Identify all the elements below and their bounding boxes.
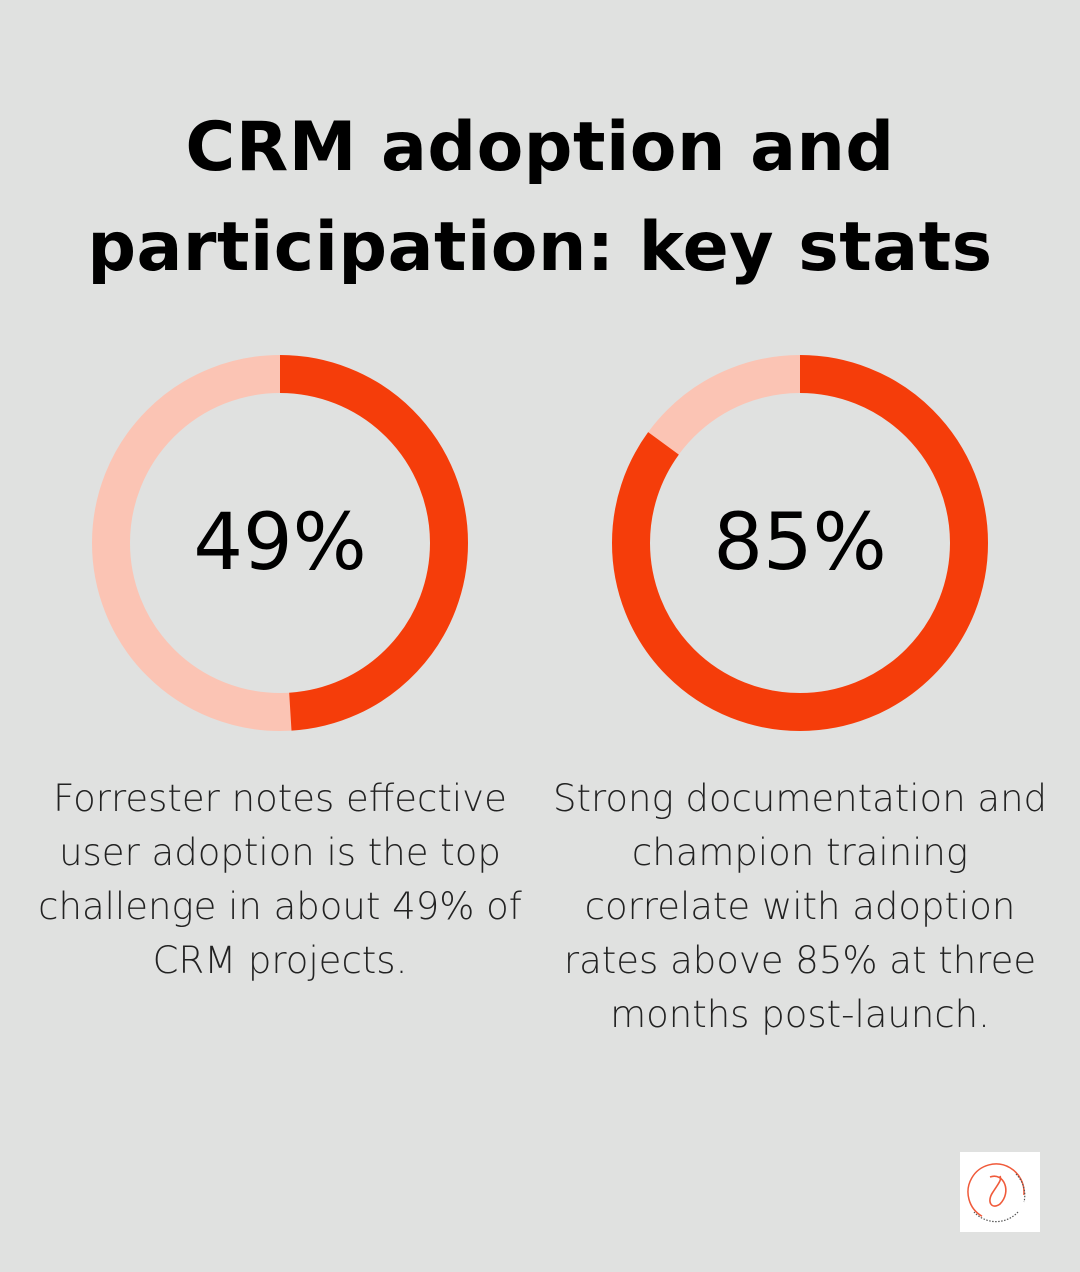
stat-2-description: Strong documentation and champion traini… (552, 777, 1048, 1036)
company-logo (960, 1152, 1040, 1232)
page-title: CRM adoption and participation: key stat… (87, 108, 993, 287)
donut-chart-2: 85% (612, 355, 988, 731)
donut-2-label: 85% (713, 498, 887, 588)
donut-chart-1: 49% (92, 355, 468, 731)
logo-mark-icon (967, 1163, 1026, 1223)
donut-1-value-arc (92, 355, 468, 731)
donut-1-svg (92, 355, 468, 731)
donut-2-value-arc (612, 355, 988, 731)
donut-2-svg (612, 355, 988, 731)
donut-1-label: 49% (193, 498, 367, 588)
stat-1-description: Forrester notes effective user adoption … (38, 777, 522, 982)
